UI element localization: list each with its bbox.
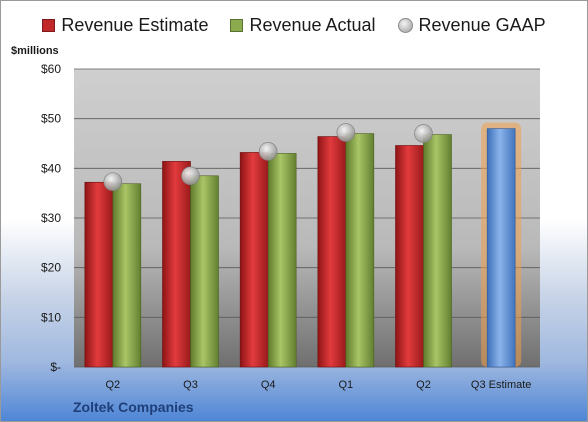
x-tick-label: Q2 [105,379,120,391]
x-tick-label: Q1 [338,379,353,391]
legend-label-gaap: Revenue GAAP [418,15,546,35]
y-tick-label: $60 [41,62,61,76]
y-axis-units: $millions [11,45,59,57]
legend-swatch-gaap [397,18,413,33]
x-tick-label: Q3 [183,379,198,391]
y-tick-label: $40 [41,161,61,175]
y-tick-label: $20 [41,261,61,275]
legend-label-estimate: Revenue Estimate [61,15,209,35]
point-revenue-gaap [414,124,433,143]
point-revenue-gaap [103,172,123,192]
legend-item-gaap: Revenue GAAP [397,15,546,36]
y-tick-label: $10 [41,310,61,324]
bar-revenue-actual [423,134,452,368]
legend-swatch-estimate [42,19,56,32]
legend: Revenue Estimate Revenue Actual Revenue … [1,15,587,36]
bar-revenue-estimate [395,145,424,368]
legend-swatch-actual [230,19,244,32]
bar-revenue-estimate [317,136,347,368]
y-tick-label: $30 [41,211,61,225]
x-tick-label: Q3 Estimate [471,379,532,391]
legend-item-actual: Revenue Actual [230,15,376,36]
bar-revenue-actual [112,183,142,368]
bar-revenue-actual [345,133,375,368]
point-revenue-gaap [258,142,278,161]
bar-revenue-estimate [84,181,114,368]
y-tick-label: $50 [41,112,61,126]
bar-revenue-estimate [486,128,516,368]
point-revenue-gaap [181,166,200,186]
bar-revenue-actual [267,153,297,368]
bar-revenue-estimate [239,152,269,368]
company-name: Zoltek Companies [73,399,194,415]
legend-label-actual: Revenue Actual [249,15,376,35]
y-tick-label: $- [50,360,61,374]
legend-item-estimate: Revenue Estimate [42,15,208,36]
bar-revenue-estimate [162,161,191,368]
x-tick-label: Q2 [416,379,431,391]
bar-revenue-actual [190,175,219,368]
x-tick-label: Q4 [261,379,276,391]
point-revenue-gaap [336,123,356,142]
